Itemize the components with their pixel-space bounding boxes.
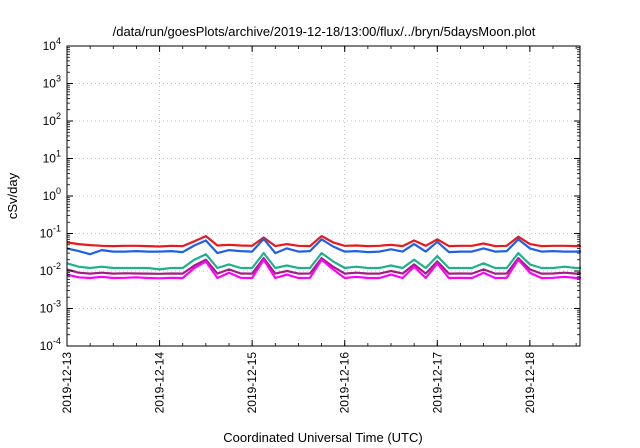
chart-title: /data/run/goesPlots/archive/2019-12-18/1…	[113, 24, 536, 39]
y-tick-exponent: -3	[53, 299, 61, 309]
x-axis: 2019-12-13 2019-12-14 2019-12-15 2019-12-16…	[60, 46, 577, 414]
grid	[67, 46, 580, 346]
y-tick-label: 100	[43, 186, 61, 203]
y-tick-exponent: -2	[53, 261, 61, 271]
y-tick-label: 101	[43, 149, 61, 166]
y-axis-label: cSv/day	[5, 172, 20, 219]
y-tick-label: 10-1	[40, 224, 61, 241]
y-tick-label: 103	[43, 74, 61, 91]
x-tick-label: 2019-12-17	[430, 352, 444, 414]
y-tick-base: 10	[40, 264, 54, 278]
x-tick-label: 2019-12-15	[245, 352, 259, 414]
y-tick-base: 10	[43, 77, 57, 91]
y-tick-base: 10	[43, 152, 57, 166]
y-tick-exponent: -4	[53, 336, 61, 346]
y-tick-exponent: -1	[53, 224, 61, 234]
y-tick-base: 10	[43, 189, 57, 203]
series-line-4	[66, 257, 582, 275]
series-line-5	[66, 258, 582, 280]
y-tick-label: 10-2	[40, 261, 61, 278]
y-tick-label: 104	[43, 36, 61, 53]
y-tick-base: 10	[43, 39, 57, 53]
x-tick-label: 2019-12-14	[153, 352, 167, 414]
y-tick-exponent: 0	[56, 186, 61, 196]
y-tick-exponent: 1	[56, 149, 61, 159]
x-tick-label: 2019-12-16	[338, 352, 352, 414]
series-line-3	[66, 252, 582, 271]
y-tick-base: 10	[43, 114, 57, 128]
x-axis-label: Coordinated Universal Time (UTC)	[223, 430, 422, 445]
y-tick-base: 10	[40, 339, 54, 353]
x-tick-label: 2019-12-18	[523, 352, 537, 414]
y-tick-base: 10	[40, 302, 54, 316]
series-layer	[66, 235, 582, 280]
x-tick-label: 2019-12-13	[60, 352, 74, 414]
y-tick-label: 10-3	[40, 299, 61, 316]
y-tick-label: 10-4	[40, 336, 61, 353]
series-line-2	[66, 237, 582, 256]
y-tick-exponent: 2	[56, 111, 61, 121]
y-tick-base: 10	[40, 227, 54, 241]
series-line-1	[66, 235, 582, 248]
y-tick-label: 102	[43, 111, 61, 128]
y-tick-exponent: 3	[56, 74, 61, 84]
y-tick-exponent: 4	[56, 36, 61, 46]
